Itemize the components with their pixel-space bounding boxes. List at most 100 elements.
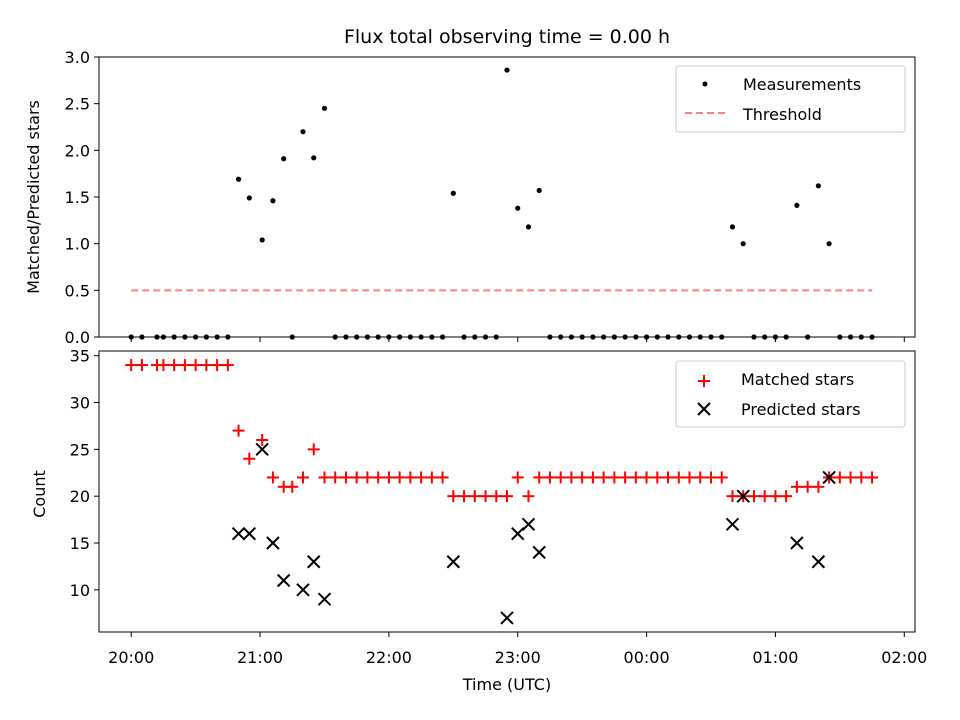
matched-star-point <box>200 359 213 372</box>
measurement-point <box>259 237 265 243</box>
predicted-star-point <box>822 470 836 485</box>
predicted-star-point <box>500 611 514 625</box>
measurement-point <box>815 183 821 189</box>
predicted-star-point <box>296 583 310 597</box>
matched-star-point <box>608 471 621 484</box>
bottom-panel: Count Time (UTC) 10 15 20 25 30 35 20:00 21:00… <box>30 347 927 694</box>
matched-star-point <box>425 471 438 484</box>
matched-star-point <box>221 359 234 372</box>
matched-star-point <box>243 452 256 465</box>
matched-star-point <box>629 471 642 484</box>
bottom-x-tick-label: 21:00 <box>237 648 283 667</box>
top-y-tick-label: 2.5 <box>65 95 90 114</box>
bottom-legend-box <box>675 360 906 428</box>
measurement-point <box>311 155 317 161</box>
predicted-star-point <box>276 573 291 588</box>
matched-star-point <box>801 480 814 493</box>
measurement-point <box>794 202 800 208</box>
matched-star-point <box>780 490 793 503</box>
matched-star-point <box>715 471 728 484</box>
matched-star-point <box>415 471 428 484</box>
predicted-star-point <box>317 592 332 606</box>
predicted-star-point <box>307 555 321 569</box>
bottom-y-tick-label: 10 <box>70 581 90 600</box>
top-y-ticks: 0.0 0.5 1.0 1.5 2.0 2.5 3.0 <box>65 48 99 347</box>
matched-star-point <box>651 471 664 484</box>
matched-star-point <box>361 471 374 484</box>
predicted-star-point <box>811 555 826 569</box>
legend-matched-marker <box>698 375 710 387</box>
measurement-point <box>450 190 456 196</box>
matched-star-point <box>211 359 224 372</box>
matched-star-point <box>662 471 675 484</box>
matched-star-point <box>790 480 803 493</box>
bottom-ylabel: Count <box>30 470 49 518</box>
legend-matched-label: Matched stars <box>741 370 854 389</box>
matched-star-point <box>256 433 269 446</box>
matched-star-point <box>576 471 589 484</box>
measurement-point <box>300 129 306 135</box>
matched-star-point <box>232 424 245 437</box>
matched-star-point <box>812 480 825 493</box>
matched-star-point <box>672 471 685 484</box>
matched-star-point <box>297 471 309 484</box>
matched-star-point <box>382 471 395 484</box>
matched-star-point <box>844 471 857 484</box>
bottom-axes-frame <box>98 350 916 633</box>
top-legend: Measurements Threshold <box>675 65 906 133</box>
matched-star-point <box>511 471 524 484</box>
matched-stars-points <box>125 359 879 503</box>
predicted-star-point <box>521 517 536 531</box>
matched-star-point <box>266 471 279 484</box>
top-y-tick-label: 0.5 <box>65 281 90 300</box>
matched-star-point <box>522 490 535 503</box>
matched-star-point <box>178 359 191 372</box>
matched-star-point <box>125 359 138 372</box>
matched-star-point <box>350 471 363 484</box>
matched-star-point <box>286 480 299 493</box>
top-panel: Flux total observing time = 0.00 h Match… <box>24 26 916 347</box>
matched-star-point <box>694 471 707 484</box>
bottom-y-ticks: 10 15 20 25 30 35 <box>70 347 99 600</box>
bottom-x-tick-label: 01:00 <box>752 648 798 667</box>
predicted-star-point <box>242 526 257 541</box>
bottom-x-ticks: 20:00 21:00 22:00 23:00 00:00 01:00 02:00 <box>108 632 927 667</box>
bottom-y-tick-label: 20 <box>70 487 90 506</box>
matched-star-point <box>586 471 599 484</box>
measurement-point <box>729 224 736 230</box>
matched-star-point <box>404 471 417 484</box>
matched-star-point <box>479 490 492 503</box>
matched-star-point <box>168 359 181 372</box>
predicted-star-point <box>725 517 740 531</box>
matched-star-point <box>726 490 739 503</box>
bottom-xlabel: Time (UTC) <box>462 675 551 694</box>
matched-star-point <box>307 443 320 456</box>
matched-star-point <box>747 490 760 503</box>
matched-star-point <box>135 359 148 372</box>
matched-star-point <box>705 471 717 484</box>
matched-star-point <box>468 490 481 503</box>
measurement-point <box>281 156 287 162</box>
matched-star-point <box>372 471 385 484</box>
bottom-y-tick-label: 35 <box>70 347 90 366</box>
bottom-x-tick-label: 22:00 <box>366 648 412 667</box>
bottom-y-tick-label: 30 <box>70 394 90 413</box>
matched-star-point <box>458 490 471 503</box>
matched-star-point <box>189 359 202 372</box>
legend-predicted-marker <box>697 402 711 416</box>
top-legend-box <box>675 65 906 133</box>
matched-star-point <box>157 359 170 372</box>
measurement-point <box>525 224 532 230</box>
matched-star-point <box>490 490 503 503</box>
matched-star-point <box>640 471 653 484</box>
predicted-star-point <box>532 545 546 560</box>
top-title: Flux total observing time = 0.00 h <box>344 26 670 48</box>
top-ylabel: Matched/Predicted stars <box>24 100 43 294</box>
predicted-star-point <box>790 536 804 550</box>
matched-star-point <box>339 471 352 484</box>
bottom-y-tick-label: 25 <box>70 440 90 459</box>
matched-star-point <box>554 471 567 484</box>
bottom-x-tick-label: 02:00 <box>881 648 927 667</box>
top-y-tick-label: 2.0 <box>65 141 90 160</box>
